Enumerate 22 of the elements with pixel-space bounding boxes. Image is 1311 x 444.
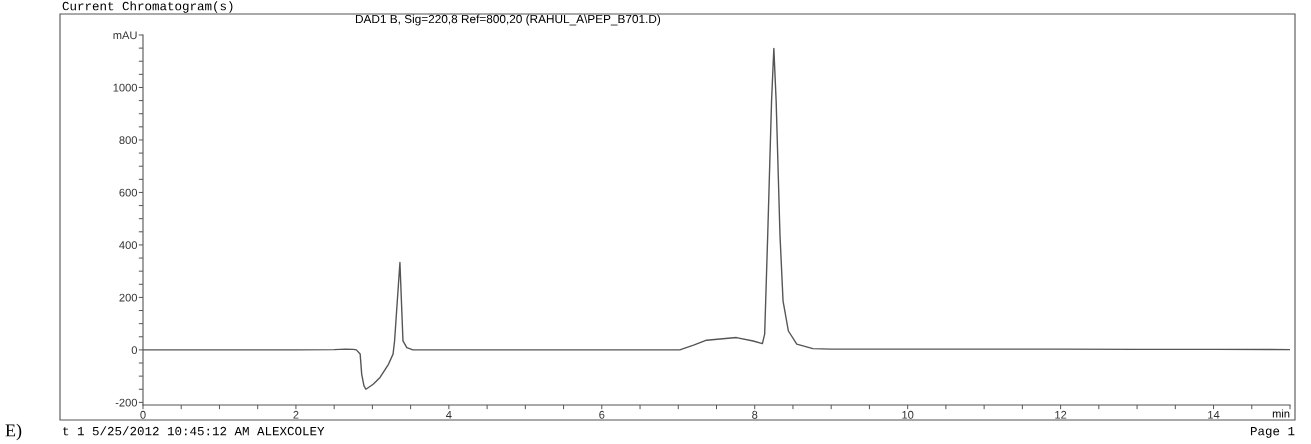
- y-tick-label: 600: [119, 188, 138, 197]
- text: t 1 5/25/2012 10:45:12 AM ALEXCOLEY: [63, 426, 325, 436]
- y-tick-label: 200: [119, 293, 138, 302]
- y-tick-label: 800: [119, 136, 138, 145]
- x-tick-label: 6: [599, 410, 605, 419]
- text: E): [5, 423, 22, 441]
- chart-title: DAD1 B, Sig=220,8 Ref=800,20 (RAHUL_A\PEP_B701.D): [355, 14, 661, 26]
- x-tick-label: 14: [1208, 410, 1220, 419]
- text: Page 1: [1250, 427, 1295, 438]
- x-tick-label: 12: [1055, 410, 1067, 419]
- text: Current Chromatogram(s): [62, 1, 233, 13]
- y-tick-label: 400: [119, 241, 138, 250]
- x-axis-title: min: [1272, 409, 1290, 418]
- x-tick-label: 8: [752, 410, 758, 419]
- x-tick-label: 10: [902, 410, 914, 419]
- y-tick-label: 1000: [113, 83, 138, 92]
- x-tick-label: 2: [293, 410, 299, 419]
- y-tick-label: mAU: [113, 31, 137, 40]
- y-tick-label: -200: [115, 398, 138, 407]
- y-tick-label: 0: [131, 346, 138, 355]
- x-tick-label: 0: [140, 410, 146, 419]
- x-tick-label: 4: [446, 410, 452, 419]
